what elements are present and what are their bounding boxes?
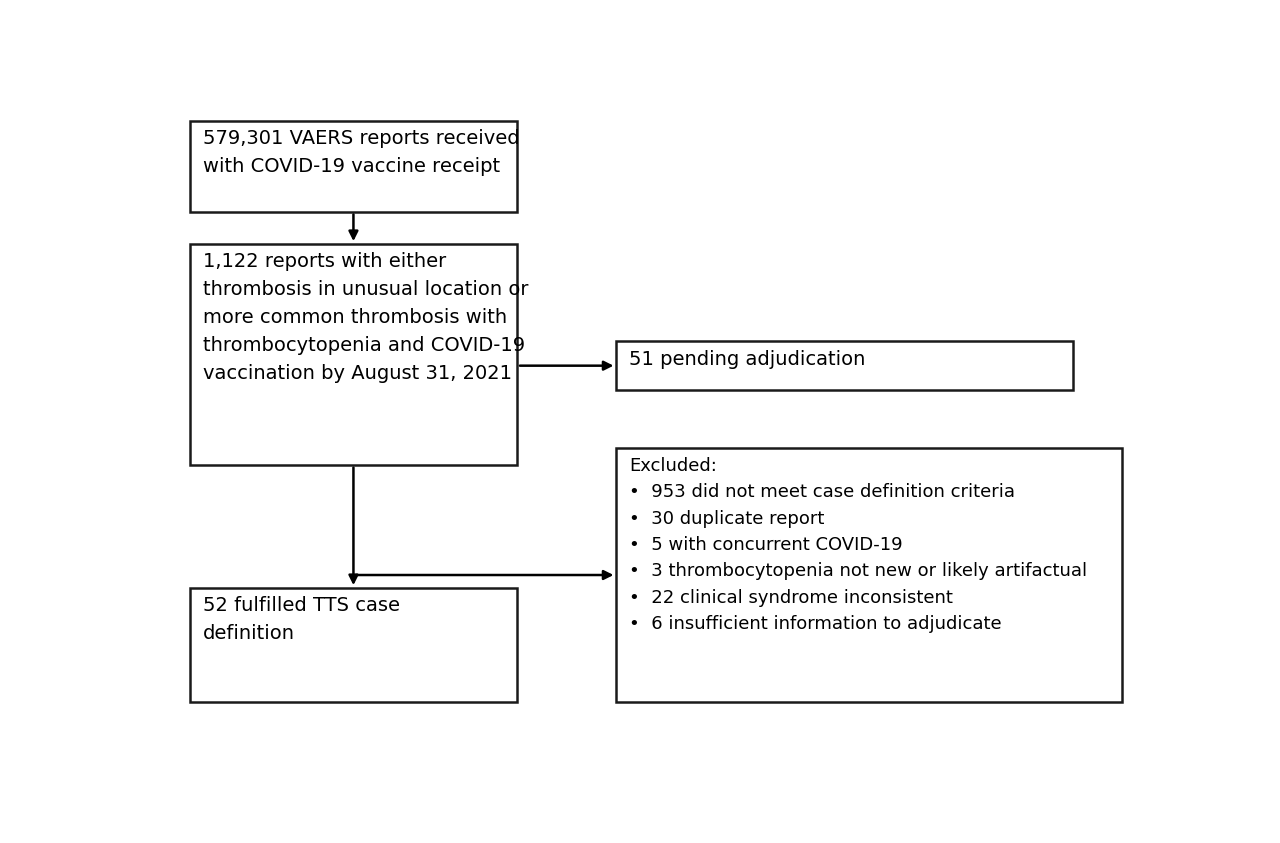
FancyBboxPatch shape xyxy=(189,121,517,212)
Text: 1,122 reports with either
thrombosis in unusual location or
more common thrombos: 1,122 reports with either thrombosis in … xyxy=(202,252,529,384)
Text: 51 pending adjudication: 51 pending adjudication xyxy=(630,350,865,368)
Text: 579,301 VAERS reports received
with COVID-19 vaccine receipt: 579,301 VAERS reports received with COVI… xyxy=(202,129,520,176)
FancyBboxPatch shape xyxy=(189,588,517,701)
FancyBboxPatch shape xyxy=(617,341,1073,390)
FancyBboxPatch shape xyxy=(617,448,1123,701)
FancyBboxPatch shape xyxy=(189,244,517,464)
Text: 52 fulfilled TTS case
definition: 52 fulfilled TTS case definition xyxy=(202,597,399,643)
Text: Excluded:
•  953 did not meet case definition criteria
•  30 duplicate report
• : Excluded: • 953 did not meet case defini… xyxy=(630,457,1087,633)
